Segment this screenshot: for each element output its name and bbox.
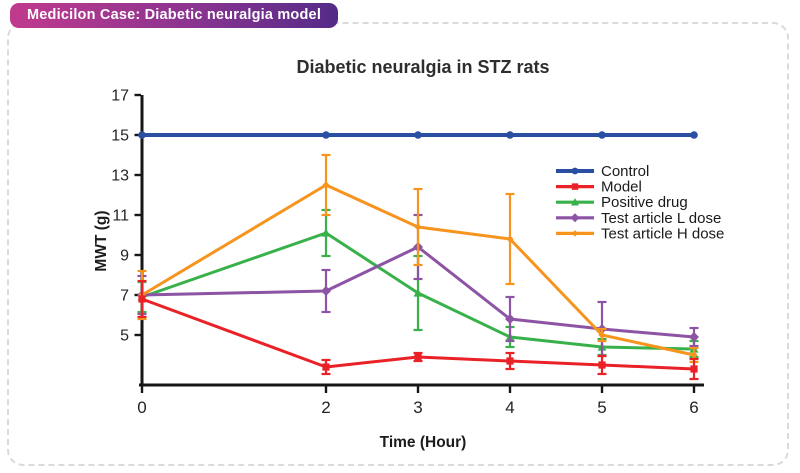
marker-circle [598, 131, 606, 139]
marker-triangle [321, 228, 331, 237]
x-tick-label: 2 [321, 398, 330, 417]
legend-item: Positive drug [556, 194, 688, 211]
legend-item: Test article L dose [556, 210, 721, 227]
marker-circle [138, 131, 146, 139]
marker-square [138, 295, 146, 303]
series-line [140, 245, 696, 339]
legend-item: Model [556, 179, 642, 196]
series-line [140, 231, 696, 351]
series-line [140, 183, 696, 357]
x-axis-title: Time (Hour) [380, 434, 467, 451]
marker-square [414, 353, 422, 361]
y-tick-label: 15 [111, 128, 129, 145]
x-tick-label: 0 [137, 398, 146, 417]
y-tick-label: 11 [112, 208, 129, 225]
legend-label: Model [601, 179, 642, 196]
chart-title: Diabetic neuralgia in STZ rats [296, 57, 549, 77]
marker-diamond [570, 213, 580, 223]
legend-label: Test article H dose [601, 225, 724, 242]
marker-square [571, 183, 579, 190]
marker-triangle [413, 288, 423, 297]
marker-circle [571, 167, 579, 175]
y-tick-label: 9 [120, 248, 129, 265]
marker-triangle [571, 198, 579, 206]
y-axis-title: MWT (g) [93, 210, 110, 271]
legend-item: Control [556, 163, 649, 180]
series-model [137, 279, 699, 381]
marker-diamond [505, 314, 515, 324]
marker-square [506, 357, 514, 365]
series-control [138, 131, 698, 139]
y-tick-label: 5 [120, 328, 129, 345]
series-test-article-h-dose [137, 153, 699, 364]
legend-label: Test article L dose [601, 210, 721, 227]
marker-circle [506, 131, 514, 139]
marker-square [598, 361, 606, 369]
x-tick-label: 5 [597, 398, 606, 417]
x-tick-label: 6 [689, 398, 698, 417]
x-tick-label: 3 [413, 398, 422, 417]
y-tick-label: 13 [111, 168, 129, 185]
y-tick-label: 7 [120, 288, 129, 305]
marker-circle [414, 131, 422, 139]
marker-diamond-small [322, 181, 330, 189]
marker-diamond-small [690, 351, 698, 359]
legend-label: Positive drug [601, 194, 688, 211]
marker-square [322, 363, 330, 371]
case-badge: Medicilon Case: Diabetic neuralgia model [10, 3, 339, 28]
marker-circle [690, 131, 698, 139]
x-tick-label: 4 [505, 398, 514, 417]
marker-circle [322, 131, 330, 139]
marker-diamond-small [598, 331, 606, 339]
plot-area: 5 7 9 11 13 15 17 0 2 3 4 5 6 [111, 88, 704, 417]
legend-label: Control [601, 163, 649, 180]
legend-item: Test article H dose [556, 225, 724, 242]
marker-diamond-small [506, 235, 514, 243]
series-line [140, 297, 696, 371]
marker-diamond [321, 286, 331, 296]
marker-diamond-small [414, 223, 422, 231]
marker-diamond-small [571, 230, 579, 237]
marker-square [690, 365, 698, 373]
y-tick-label: 17 [111, 88, 129, 105]
marker-diamond [689, 332, 699, 342]
